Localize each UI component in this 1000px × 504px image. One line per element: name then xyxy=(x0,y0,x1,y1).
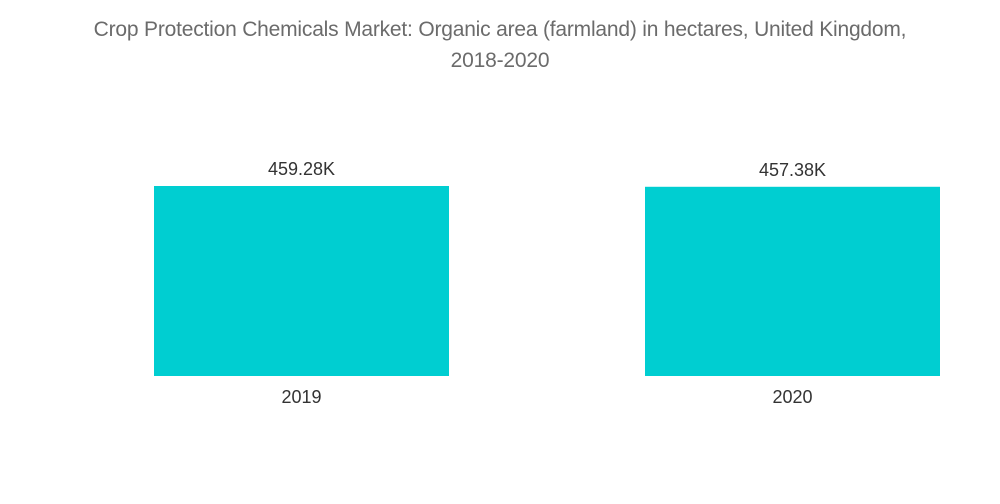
x-axis-ticks: 2019 2020 xyxy=(281,387,812,407)
x-tick-label-2019: 2019 xyxy=(281,387,321,407)
bar-2019 xyxy=(154,186,449,376)
chart-title: Crop Protection Chemicals Market: Organi… xyxy=(0,14,1000,76)
bar-2020 xyxy=(645,186,940,376)
labels-layer: 459.28K 457.38K xyxy=(268,159,826,180)
chart-title-line-2: 2018-2020 xyxy=(450,49,550,72)
bars-layer xyxy=(154,186,940,376)
data-label-2019: 459.28K xyxy=(268,159,335,179)
data-label-2020: 457.38K xyxy=(759,160,826,180)
x-tick-label-2020: 2020 xyxy=(772,387,812,407)
chart-title-line-1: Crop Protection Chemicals Market: Organi… xyxy=(93,18,907,41)
